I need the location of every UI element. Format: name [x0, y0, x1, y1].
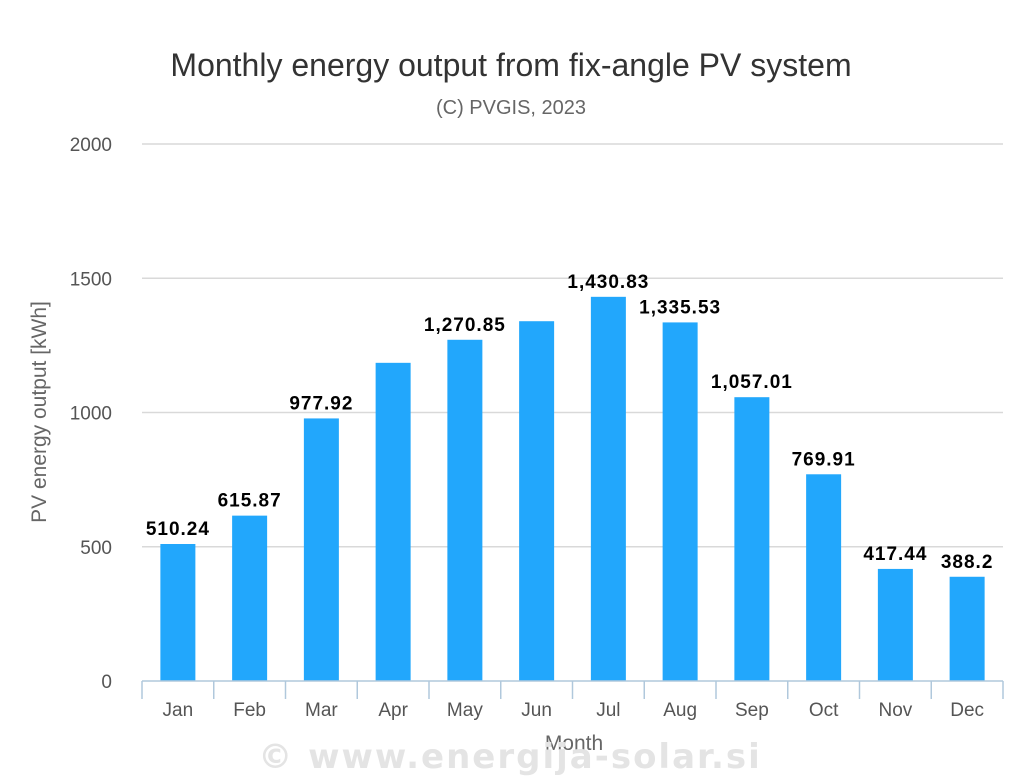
y-axis-ticks: 0 500 1000 1500 2000	[70, 135, 112, 693]
y-axis-title: PV energy output [kWh]	[28, 301, 51, 523]
bar-jun	[519, 321, 555, 681]
data-label: 977.92	[289, 393, 353, 414]
x-tick-label: Oct	[809, 700, 839, 721]
bar-mar	[303, 418, 339, 681]
bar-nov	[877, 568, 913, 681]
y-tick-label: 1000	[70, 404, 112, 425]
bar-sep	[734, 397, 770, 681]
x-tick-label: Dec	[950, 700, 984, 721]
bar-feb	[232, 515, 268, 681]
bar-dec	[949, 576, 985, 681]
x-tick-label: Jun	[521, 700, 552, 721]
y-tick-label: 1500	[70, 269, 112, 290]
bar-apr	[375, 362, 411, 681]
bar-jan	[160, 544, 196, 681]
x-tick-label: Feb	[233, 700, 266, 721]
bar-oct	[806, 474, 842, 681]
data-label: 388.2	[941, 552, 994, 573]
data-label: 615.87	[218, 491, 282, 512]
data-label: 1,335.53	[639, 297, 721, 318]
data-label: 510.24	[146, 519, 210, 540]
data-label: 1,430.83	[567, 272, 649, 293]
gridlines	[142, 143, 1003, 548]
x-tick-label: Mar	[305, 700, 338, 721]
x-tick-label: Aug	[663, 700, 697, 721]
chart-title: Monthly energy output from fix-angle PV …	[170, 47, 851, 83]
data-labels: 510.24 615.87 977.92 1,270.85 1,430.83 1,335.…	[146, 272, 994, 573]
x-tick-label: Jan	[163, 700, 194, 721]
x-axis-title: Month	[545, 732, 603, 755]
y-tick-label: 500	[80, 538, 112, 559]
watermark: © www.energija-solar.si	[258, 737, 762, 777]
y-tick-label: 2000	[70, 135, 112, 156]
x-tick-label: Sep	[735, 700, 769, 721]
x-axis: Jan Feb Mar Apr May Jun Jul Aug Sep Oct Nov Dec	[141, 680, 1004, 721]
data-label: 1,270.85	[424, 315, 506, 336]
bars	[160, 296, 985, 681]
x-tick-label: Apr	[378, 700, 408, 721]
bar-jul	[590, 296, 626, 681]
bar-may	[447, 339, 483, 681]
y-tick-label: 0	[101, 672, 112, 693]
data-label: 1,057.01	[711, 372, 793, 393]
x-tick-label: May	[447, 700, 483, 721]
x-tick-label: Jul	[596, 700, 620, 721]
data-label: 769.91	[792, 449, 856, 470]
chart-subtitle: (C) PVGIS, 2023	[436, 97, 586, 119]
x-tick-label: Nov	[878, 700, 912, 721]
data-label: 417.44	[863, 544, 927, 565]
bar-aug	[662, 322, 698, 681]
